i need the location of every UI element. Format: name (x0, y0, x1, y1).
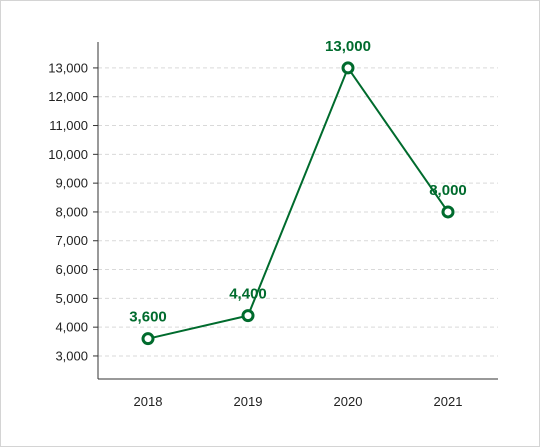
x-tick-label: 2020 (334, 394, 363, 409)
data-point (341, 61, 355, 75)
x-tick-label: 2018 (134, 394, 163, 409)
y-tick-label: 11,000 (49, 118, 88, 133)
y-tick-label: 8,000 (55, 204, 88, 219)
y-tick-label: 6,000 (55, 262, 88, 277)
y-tick-label: 9,000 (55, 176, 88, 191)
series-line (147, 65, 449, 340)
data-label: 3,600 (129, 309, 167, 326)
y-tick-label: 12,000 (48, 89, 88, 104)
x-tick-label: 2021 (434, 394, 463, 409)
y-tick-label: 13,000 (48, 60, 88, 75)
y-axis-ticks: 3,000 4,000 5,000 6,000 7,000 8,000 9,000 10,00… (48, 60, 98, 363)
data-point (241, 309, 255, 323)
data-point (141, 332, 155, 346)
data-label: 4,400 (229, 286, 267, 303)
data-points (141, 61, 455, 346)
data-point (441, 205, 455, 219)
data-label: 8,000 (429, 182, 467, 199)
y-tick-label: 10,000 (48, 147, 88, 162)
y-tick-label: 4,000 (55, 320, 88, 335)
x-axis-ticks: 2018 2019 2020 2021 (134, 394, 463, 409)
data-labels: 3,600 4,400 13,000 8,000 (129, 38, 467, 326)
data-label: 13,000 (325, 38, 371, 55)
y-tick-label: 5,000 (55, 291, 88, 306)
x-tick-label: 2019 (234, 394, 263, 409)
gridlines (98, 67, 498, 357)
y-tick-label: 7,000 (55, 233, 88, 248)
y-tick-label: 3,000 (55, 348, 88, 363)
